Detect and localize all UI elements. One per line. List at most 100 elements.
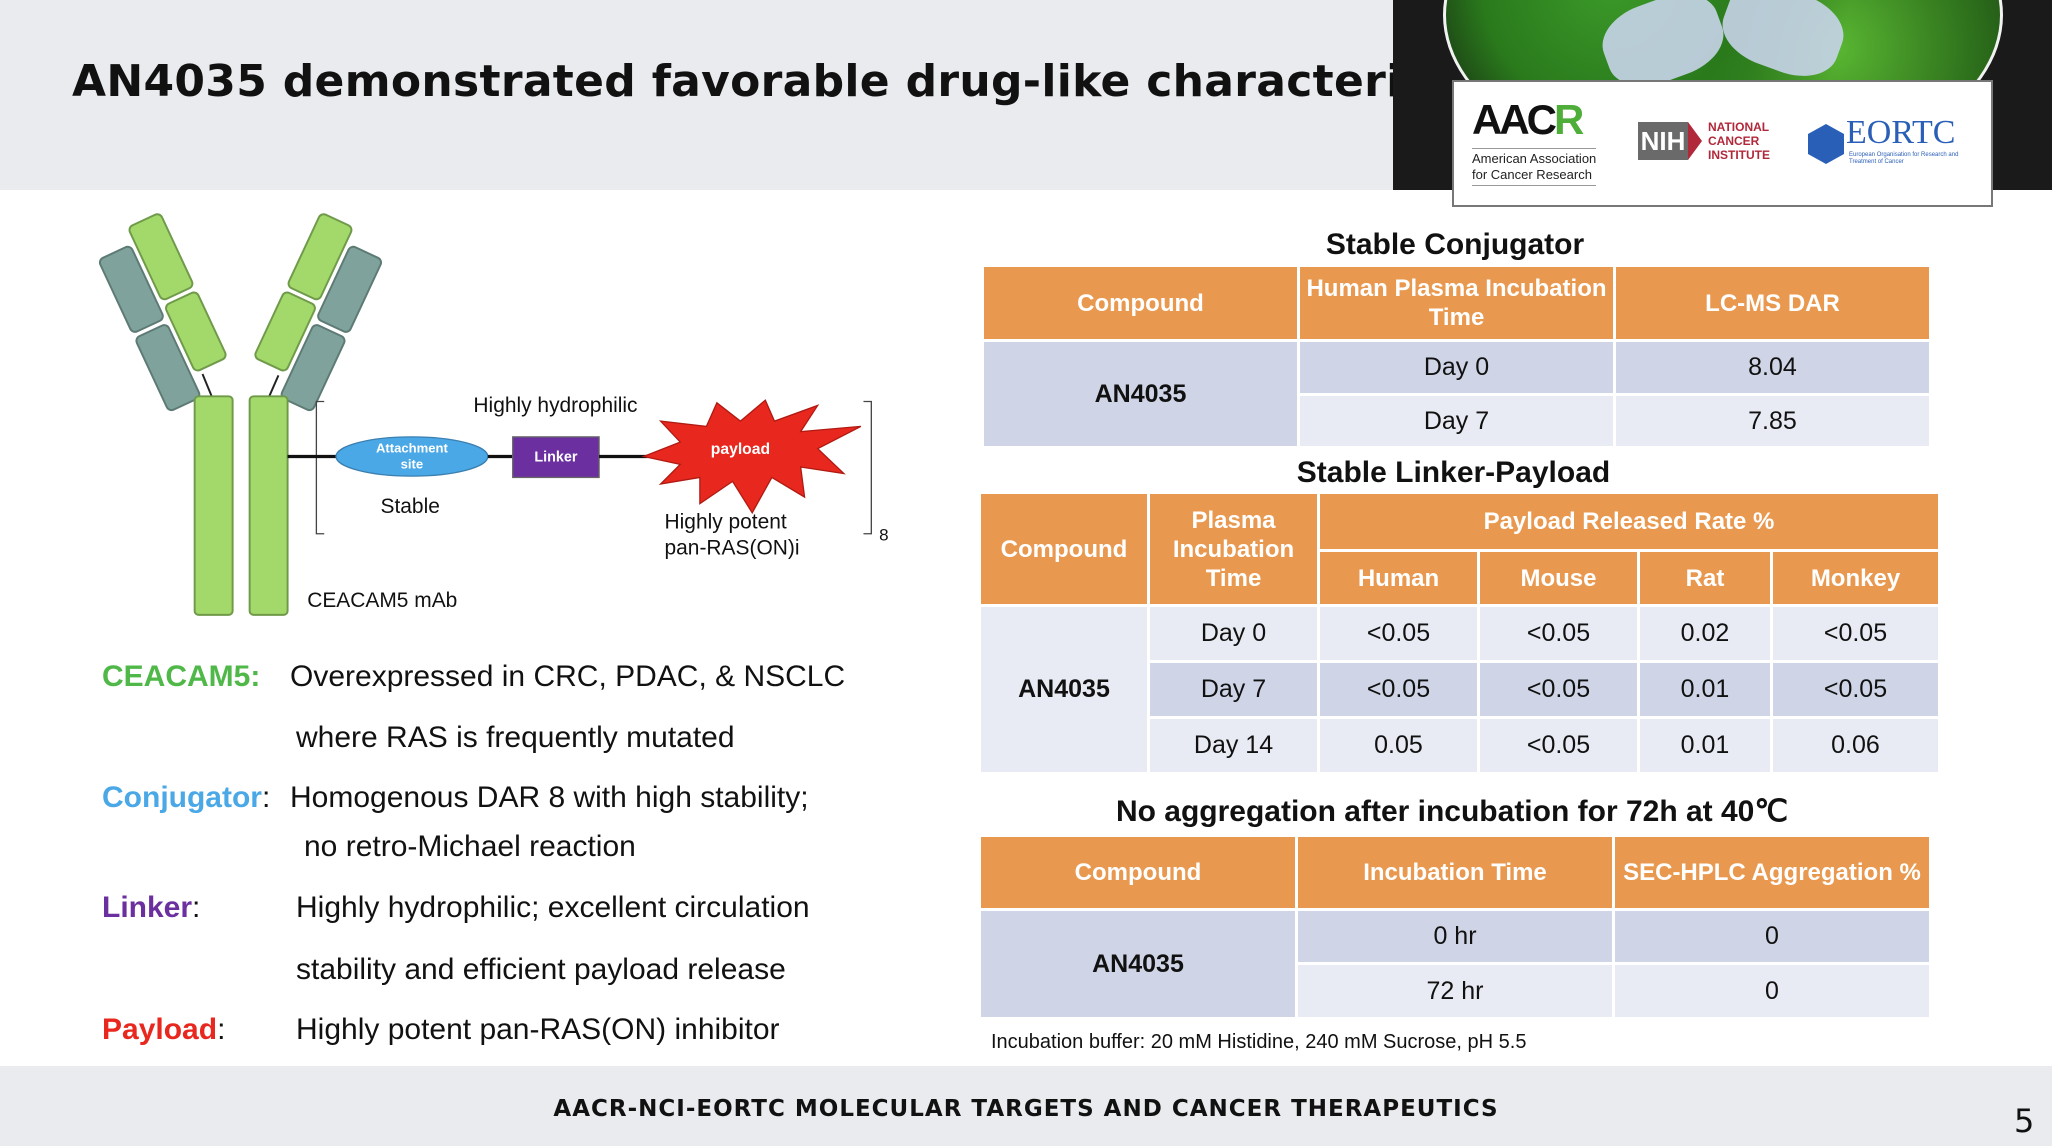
- heavy-chain-domain: [287, 213, 353, 301]
- table2-title: Stable Linker-Payload: [1296, 456, 1611, 489]
- col-header: SEC-HPLC Aggregation %: [1615, 837, 1929, 908]
- table1-title: Stable Conjugator: [1325, 228, 1585, 261]
- cell: <0.05: [1480, 663, 1637, 716]
- col-header: Compound: [981, 837, 1295, 908]
- svg-text:8: 8: [879, 525, 888, 544]
- col-header: Rat: [1640, 552, 1770, 604]
- cell: <0.05: [1480, 719, 1637, 772]
- svg-text:Highly hydrophilic: Highly hydrophilic: [473, 394, 637, 417]
- bullet-conjugator: Conjugator:: [102, 781, 271, 814]
- cell: Day 0: [1150, 607, 1317, 660]
- bullet-linker-text: Highly hydrophilic; excellent circulatio…: [296, 891, 810, 924]
- cell: Day 0: [1300, 342, 1613, 393]
- table-row: AN4035 Day 0 8.04: [984, 342, 1929, 446]
- right-bracket: [863, 400, 872, 535]
- cell: 7.85: [1616, 396, 1929, 446]
- bullet-ceacam5-text-2: where RAS is frequently mutated: [296, 721, 735, 754]
- bullet-payload: Payload:: [102, 1013, 226, 1046]
- svg-text:Attachment: Attachment: [376, 441, 449, 456]
- eortc-cube-icon: [1808, 124, 1844, 164]
- cell: Day 7: [1150, 663, 1317, 716]
- col-header: Monkey: [1773, 552, 1938, 604]
- cell: <0.05: [1320, 663, 1477, 716]
- group-header: Payload Released Rate %: [1320, 494, 1938, 549]
- cell: Day 14: [1150, 719, 1317, 772]
- aacr-logo: AACR: [1472, 96, 1584, 143]
- left-bracket: [315, 400, 325, 535]
- hinge-line: [201, 373, 213, 397]
- cell: Day 7: [1300, 396, 1613, 446]
- slide-title: AN4035 demonstrated favorable drug-like …: [72, 56, 1518, 107]
- cell: 0.01: [1640, 719, 1770, 772]
- light-chain-domain: [135, 324, 201, 412]
- col-header: Human: [1320, 552, 1477, 604]
- cell: 0.02: [1640, 607, 1770, 660]
- footer-band: AACR-NCI-EORTC MOLECULAR TARGETS AND CAN…: [0, 1066, 2052, 1146]
- eortc-logo: EORTC: [1846, 114, 1956, 151]
- bullet-ceacam5: CEACAM5:: [102, 660, 261, 693]
- cell: 0.05: [1320, 719, 1477, 772]
- aggregation-table: Compound Incubation Time SEC-HPLC Aggregat…: [978, 834, 1932, 1020]
- cell: 72 hr: [1298, 965, 1612, 1017]
- bullet-conjugator-text-2: no retro-Michael reaction: [304, 830, 636, 863]
- footer-conference-name: AACR-NCI-EORTC MOLECULAR TARGETS AND CAN…: [553, 1096, 1499, 1122]
- cell: 0: [1615, 911, 1929, 962]
- eortc-logo-subtitle: European Organisation for Research and T…: [1849, 152, 1959, 165]
- bullet-linker: Linker:: [102, 891, 201, 924]
- page-number: 5: [2014, 1102, 2035, 1140]
- col-header: Incubation Time: [1298, 837, 1612, 908]
- sponsor-logos: AACR American Association for Cancer Rese…: [1452, 80, 1993, 207]
- cell: 0: [1615, 965, 1929, 1017]
- cell: <0.05: [1773, 607, 1938, 660]
- col-header: Mouse: [1480, 552, 1637, 604]
- bullet-linker-text-2: stability and efficient payload release: [296, 953, 786, 986]
- col-header: LC-MS DAR: [1616, 267, 1929, 339]
- table3-title: No aggregation after incubation for 72h …: [1115, 795, 1789, 828]
- fc-heavy-chain: [248, 395, 289, 616]
- payload-starburst: [641, 399, 862, 515]
- svg-text:pan-RAS(ON)i: pan-RAS(ON)i: [665, 537, 800, 560]
- bullet-conjugator-text: Homogenous DAR 8 with high stability;: [290, 781, 809, 814]
- bullet-payload-text: Highly potent pan-RAS(ON) inhibitor: [296, 1013, 780, 1046]
- incubation-buffer-note: Incubation buffer: 20 mM Histidine, 240 …: [991, 1031, 1527, 1053]
- svg-text:site: site: [401, 456, 424, 471]
- svg-text:Highly potent: Highly potent: [665, 510, 787, 533]
- stable-conjugator-table: Compound Human Plasma Incubation Time LC-M…: [981, 264, 1932, 449]
- svg-text:Linker: Linker: [534, 450, 578, 466]
- adc-structure-diagram: Attachment site Linker payload Highly hy…: [98, 213, 889, 616]
- heavy-chain-domain: [128, 213, 194, 301]
- hinge-line: [268, 374, 280, 397]
- col-header: Plasma Incubation Time: [1150, 494, 1317, 604]
- table-row: 72 hr 0: [981, 965, 1929, 1017]
- table-row: Day 7 <0.05 <0.05 0.01 <0.05: [981, 663, 1938, 716]
- cell: <0.05: [1320, 607, 1477, 660]
- svg-text:payload: payload: [711, 441, 770, 458]
- cell: 8.04: [1616, 342, 1929, 393]
- bullet-ceacam5-text: Overexpressed in CRC, PDAC, & NSCLC: [290, 660, 846, 693]
- col-header: Compound: [984, 267, 1297, 339]
- heavy-chain-domain: [254, 291, 316, 372]
- nci-logo-text: NATIONAL CANCER INSTITUTE: [1708, 120, 1770, 162]
- light-chain-domain: [98, 245, 164, 333]
- compound-cell: AN4035: [981, 607, 1147, 772]
- cell: 0.06: [1773, 719, 1938, 772]
- svg-text:CEACAM5 mAb: CEACAM5 mAb: [307, 589, 457, 612]
- nih-chevron-icon: [1688, 122, 1702, 160]
- right-fab-arm: [254, 213, 382, 412]
- stable-linker-payload-table: Compound Plasma Incubation Time Payload Re…: [978, 491, 1941, 775]
- col-header: Human Plasma Incubation Time: [1300, 267, 1613, 339]
- cell: <0.05: [1480, 607, 1637, 660]
- table-row: AN4035 Day 0 <0.05 <0.05 0.02 <0.05: [981, 607, 1938, 772]
- nih-logo: NIH: [1638, 122, 1688, 160]
- compound-cell: AN4035: [984, 342, 1297, 446]
- cell: 0 hr: [1298, 911, 1612, 962]
- cell: 0.01: [1640, 663, 1770, 716]
- col-header: Compound: [981, 494, 1147, 604]
- left-fab-arm: [98, 213, 227, 412]
- cell: <0.05: [1773, 663, 1938, 716]
- table-row: Day 7 7.85: [984, 396, 1929, 446]
- fc-heavy-chain: [193, 395, 234, 616]
- heavy-chain-domain: [165, 291, 227, 372]
- svg-text:Stable: Stable: [381, 495, 440, 518]
- compound-cell: AN4035: [981, 911, 1295, 1017]
